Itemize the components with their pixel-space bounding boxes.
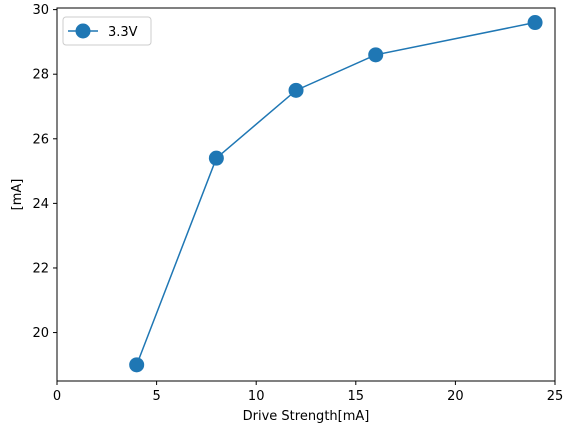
y-axis-label: [mA] <box>10 179 25 211</box>
legend-marker-swatch <box>75 23 91 39</box>
x-tick-label: 10 <box>248 389 265 404</box>
x-axis: 0 5 10 15 20 25 <box>53 381 563 404</box>
plot-frame <box>56 7 556 382</box>
plot-area <box>56 7 556 382</box>
y-tick-label: 20 <box>32 326 49 341</box>
legend: 3.3V <box>62 16 152 46</box>
x-axis-label: Drive Strength[mA] <box>243 409 370 424</box>
data-point <box>368 47 384 63</box>
y-axis: 20 22 24 26 28 30 <box>32 3 57 341</box>
y-tick-label: 26 <box>32 132 49 147</box>
data-point <box>208 150 224 166</box>
y-tick-label: 22 <box>32 261 49 276</box>
x-tick-label: 25 <box>547 389 564 404</box>
x-tick-label: 15 <box>348 389 365 404</box>
x-tick-label: 5 <box>152 389 160 404</box>
x-tick-label: 20 <box>447 389 464 404</box>
series-line <box>135 21 536 366</box>
data-point <box>288 82 304 98</box>
legend-entry-label: 3.3V <box>108 25 138 40</box>
x-tick-label: 0 <box>53 389 61 404</box>
y-tick-label: 24 <box>32 197 49 212</box>
data-point <box>129 357 145 373</box>
y-tick-label: 28 <box>32 68 49 83</box>
y-tick-label: 30 <box>32 3 49 18</box>
data-point <box>527 15 543 31</box>
